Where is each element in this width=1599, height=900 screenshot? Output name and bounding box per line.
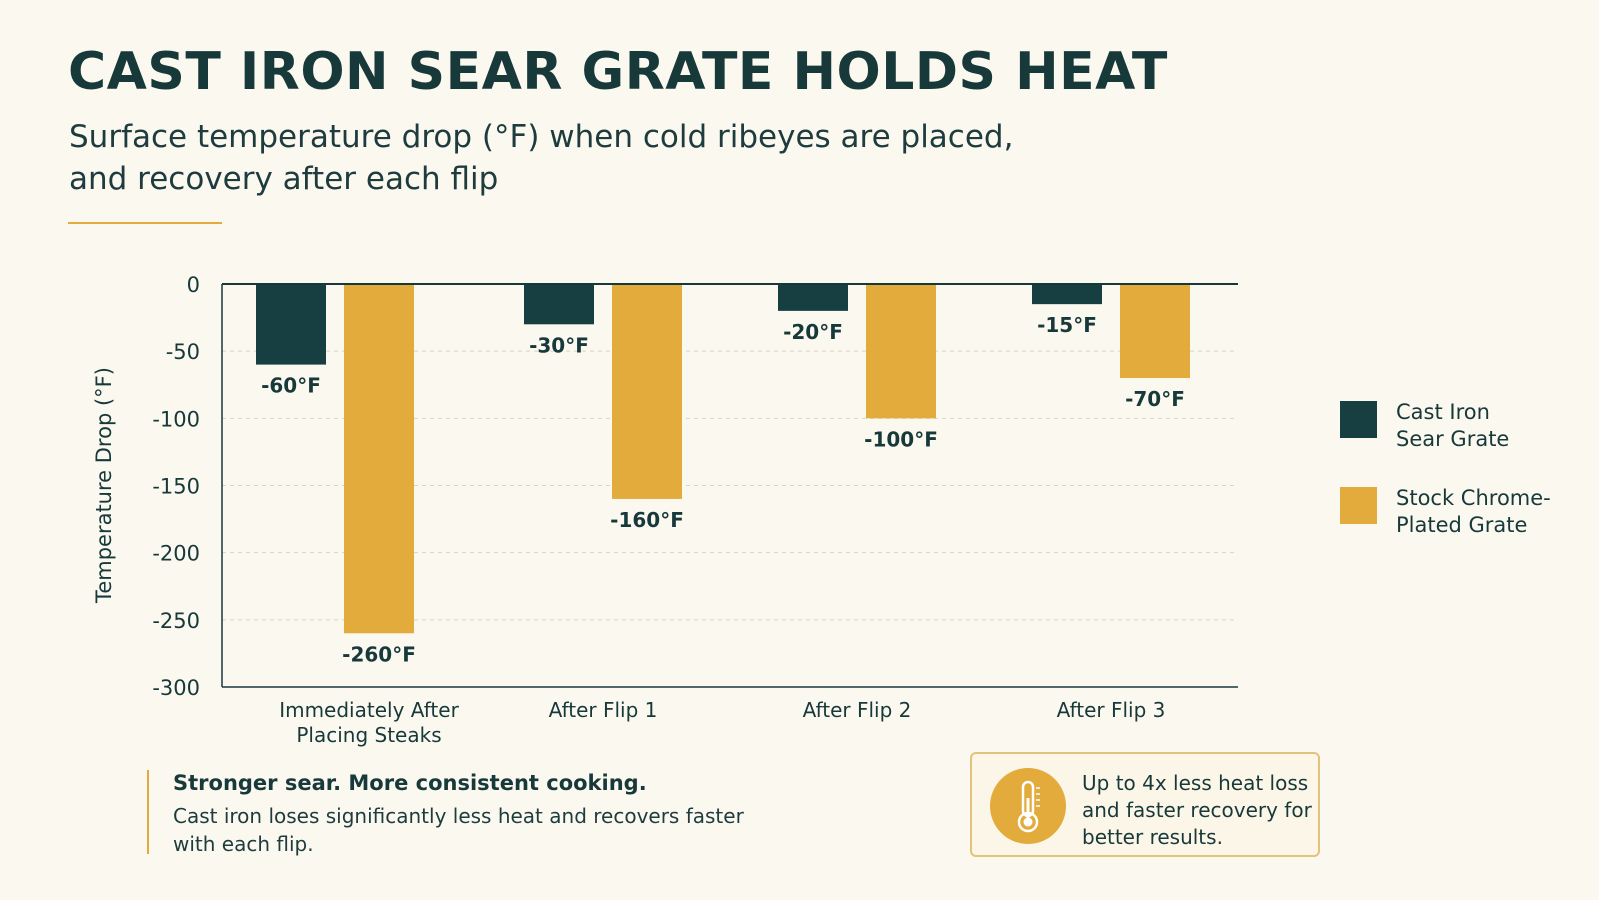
data-label: -15°F xyxy=(1037,313,1097,337)
callout-box: Up to 4x less heat loss and faster recov… xyxy=(970,752,1320,857)
y-tick-label: -300 xyxy=(152,676,200,700)
y-tick-label: -150 xyxy=(152,475,200,499)
legend-label-line: Stock Chrome- xyxy=(1396,486,1551,510)
bar xyxy=(344,284,414,634)
x-tick-label: After Flip 1 xyxy=(549,698,658,722)
takeaway-note: Stronger sear. More consistent cooking. … xyxy=(147,770,753,856)
x-tick-label: After Flip 2 xyxy=(803,698,912,722)
legend-label-cast-iron: Cast Iron Sear Grate xyxy=(1396,399,1576,453)
data-label: -100°F xyxy=(864,427,938,451)
data-label: -30°F xyxy=(529,333,589,357)
chart-title: CAST IRON SEAR GRATE HOLDS HEAT xyxy=(68,42,1168,102)
callout-text: Up to 4x less heat loss and faster recov… xyxy=(1082,771,1312,849)
data-label: -260°F xyxy=(342,642,416,666)
takeaway-body: Cast iron loses significantly less heat … xyxy=(173,804,744,856)
thermometer-icon xyxy=(990,768,1066,844)
bar xyxy=(256,284,326,365)
data-label: -20°F xyxy=(783,320,843,344)
bar xyxy=(524,284,594,325)
bar xyxy=(1120,284,1190,379)
bar xyxy=(612,284,682,499)
chart-subtitle: Surface temperature drop (°F) when cold … xyxy=(69,119,1014,197)
legend-label-line: Sear Grate xyxy=(1396,427,1510,451)
y-tick-label: 0 xyxy=(187,273,200,297)
legend-swatch-cast-iron xyxy=(1340,401,1377,438)
data-label: -160°F xyxy=(610,508,684,532)
y-tick-label: -50 xyxy=(166,340,200,364)
takeaway-heading: Stronger sear. More consistent cooking. xyxy=(173,771,647,795)
y-tick-label: -250 xyxy=(152,609,200,633)
y-tick-label: -200 xyxy=(152,542,200,566)
bar xyxy=(778,284,848,311)
bar xyxy=(1032,284,1102,305)
legend-label-chrome: Stock Chrome- Plated Grate xyxy=(1396,485,1576,539)
x-tick-label: Immediately After xyxy=(279,698,459,722)
legend-swatch-chrome xyxy=(1340,487,1377,524)
legend-label-line: Plated Grate xyxy=(1396,513,1528,537)
legend-item-cast-iron: Cast Iron Sear Grate xyxy=(1340,399,1576,453)
y-tick-label: -100 xyxy=(152,407,200,431)
accent-divider xyxy=(68,222,222,224)
data-label: -70°F xyxy=(1125,387,1185,411)
x-tick-label: After Flip 3 xyxy=(1057,698,1166,722)
y-axis-title: Temperature Drop (°F) xyxy=(92,367,116,604)
x-tick-label: Placing Steaks xyxy=(296,723,441,747)
bar xyxy=(866,284,936,419)
bar-chart: 0 -50 -100 -150 -200 -250 -300 -60°F -30°F -20°F -… xyxy=(92,273,1238,747)
data-label: -60°F xyxy=(261,374,321,398)
legend-label-line: Cast Iron xyxy=(1396,400,1490,424)
legend-item-chrome: Stock Chrome- Plated Grate xyxy=(1340,485,1576,539)
